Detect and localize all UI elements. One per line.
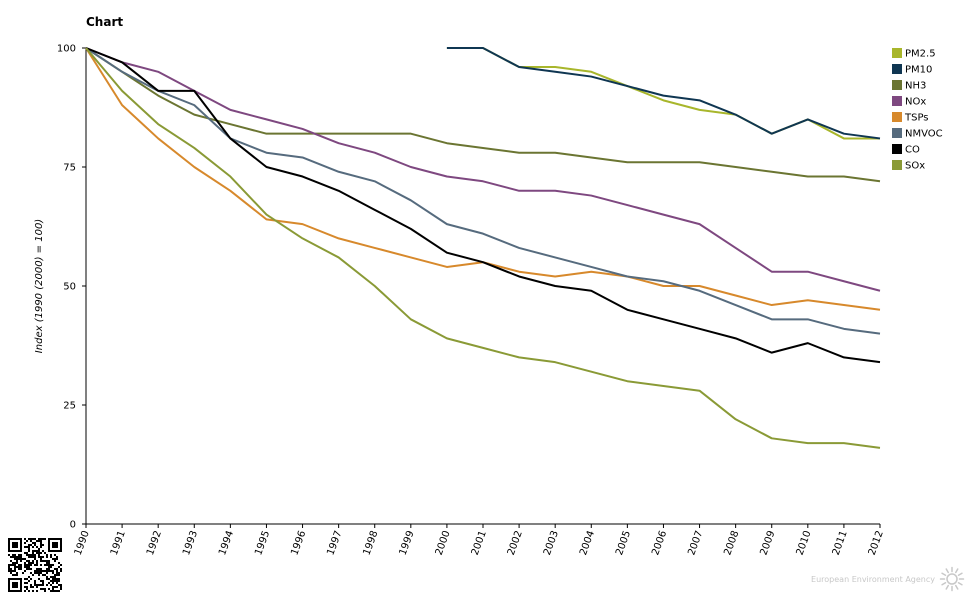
legend-swatch (892, 80, 902, 90)
legend-item-co[interactable]: CO (892, 144, 920, 156)
x-tick-label: 2003 (542, 529, 561, 557)
x-tick-label: 2010 (795, 529, 814, 557)
y-tick-label: 75 (63, 163, 76, 174)
x-tick-label: 1995 (253, 529, 272, 557)
eea-logo-text: European Environment Agency (811, 574, 935, 584)
series-line-sox (85, 47, 881, 449)
x-tick-label: 2009 (759, 529, 778, 557)
legend-swatch (892, 64, 902, 74)
x-tick-label: 2001 (470, 529, 489, 557)
legend-label: TSPs (904, 113, 929, 124)
series-line-pm2-5 (446, 47, 880, 140)
series-line-tsps (85, 47, 881, 311)
legend-swatch (892, 112, 902, 122)
y-ticks: 0 25 50 75 100 (57, 44, 86, 531)
legend-swatch (892, 96, 902, 106)
y-tick-label: 25 (63, 401, 76, 412)
x-tick-label: 1993 (181, 529, 200, 557)
legend-label: NH3 (905, 81, 926, 92)
legend[interactable]: PM2.5 PM10 NH3 NOx TSPs NMVOC CO SOx (892, 48, 943, 172)
series-lines (85, 47, 881, 449)
x-tick-label: 2004 (578, 529, 597, 557)
chart-title: Chart (86, 15, 124, 29)
x-tick-label: 2002 (506, 529, 525, 557)
x-tick-label: 1990 (73, 529, 92, 557)
x-tick-label: 1992 (145, 529, 164, 557)
x-tick-label: 2005 (614, 529, 633, 557)
x-tick-label: 1999 (398, 529, 417, 557)
legend-swatch (892, 128, 902, 138)
qr-code-icon[interactable] (8, 538, 62, 592)
x-tick-label: 1997 (325, 529, 344, 557)
series-line-nmvoc (85, 47, 881, 335)
legend-item-pm2-5[interactable]: PM2.5 (892, 48, 936, 60)
legend-swatch (892, 144, 902, 154)
x-tick-label: 2007 (686, 529, 705, 557)
legend-label: SOx (905, 161, 925, 172)
axes (85, 48, 880, 525)
x-tick-label: 1991 (109, 529, 128, 557)
legend-item-sox[interactable]: SOx (892, 160, 925, 172)
legend-label: NMVOC (905, 129, 943, 140)
x-tick-label: 2012 (867, 529, 886, 557)
y-axis-label: Index (1990 (2000) = 100) (34, 219, 45, 353)
legend-item-tsps[interactable]: TSPs (892, 112, 929, 124)
legend-item-nox[interactable]: NOx (892, 96, 926, 108)
y-tick-label: 100 (57, 44, 76, 55)
y-tick-label: 0 (70, 520, 76, 531)
x-tick-label: 2008 (722, 529, 741, 557)
series-line-pm10 (446, 47, 881, 140)
x-tick-label: 1996 (289, 529, 308, 557)
legend-label: NOx (905, 97, 926, 108)
x-tick-label: 1998 (362, 529, 381, 557)
eea-sun-icon (939, 566, 965, 592)
x-ticks: 1990 1991 1992 1993 1994 1995 1996 1997 1998 1999… (73, 524, 886, 557)
series-line-co (85, 47, 881, 364)
legend-label: PM10 (905, 65, 932, 76)
x-tick-label: 2000 (434, 529, 453, 557)
series-line-nox (85, 47, 881, 292)
legend-swatch (892, 160, 902, 170)
y-tick-label: 50 (63, 282, 76, 293)
x-tick-label: 2006 (650, 529, 669, 557)
eea-logo[interactable]: European Environment Agency (811, 566, 965, 592)
x-tick-label: 1994 (217, 529, 236, 557)
legend-item-nmvoc[interactable]: NMVOC (892, 128, 943, 140)
legend-swatch (892, 48, 902, 58)
legend-item-pm10[interactable]: PM10 (892, 64, 932, 76)
legend-label: CO (905, 145, 920, 156)
legend-label: PM2.5 (905, 49, 936, 60)
x-tick-label: 2011 (831, 529, 850, 557)
legend-item-nh3[interactable]: NH3 (892, 80, 926, 92)
